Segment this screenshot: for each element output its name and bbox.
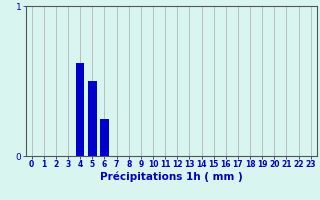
Bar — [100, 118, 109, 156]
Bar — [76, 63, 84, 156]
X-axis label: Précipitations 1h ( mm ): Précipitations 1h ( mm ) — [100, 172, 243, 182]
Bar — [88, 81, 97, 156]
